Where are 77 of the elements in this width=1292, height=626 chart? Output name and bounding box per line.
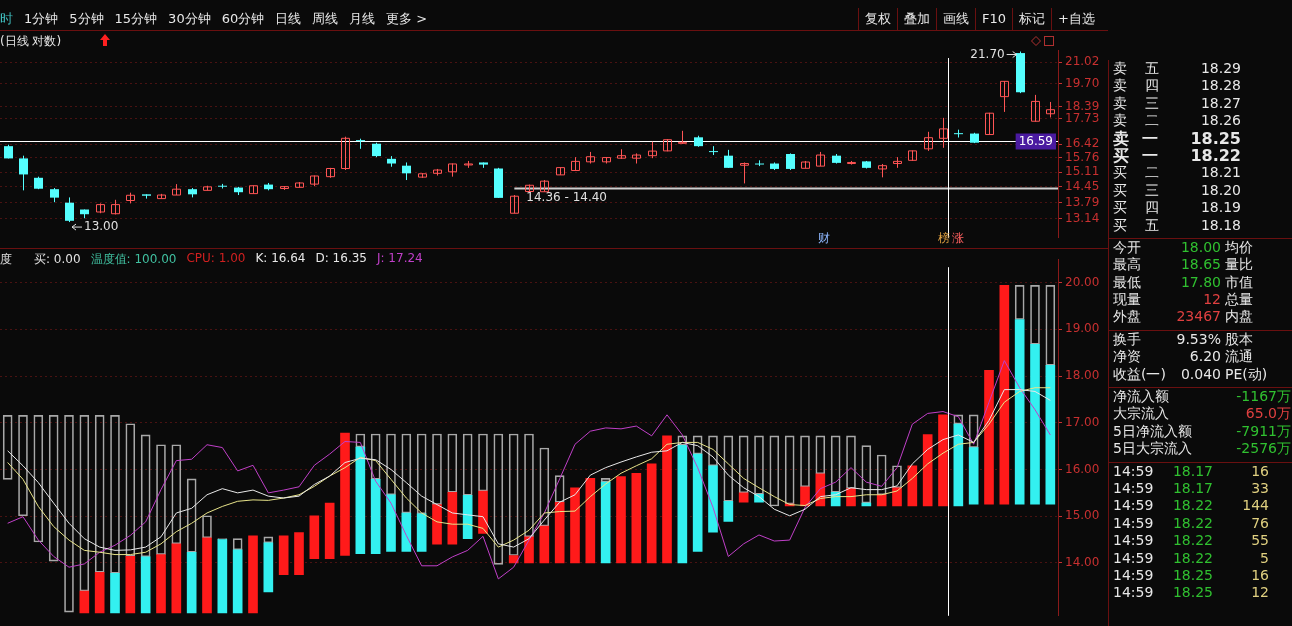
y-tick-label: 14.45 bbox=[1065, 179, 1100, 193]
text: 5日大宗流入 -2576万 bbox=[1113, 440, 1291, 457]
text: 60分钟 bbox=[221, 10, 265, 28]
text: 时 bbox=[0, 10, 13, 28]
text: 14:59 18.25 16 bbox=[1113, 566, 1269, 583]
text: 14:59 18.22 55 bbox=[1113, 532, 1269, 549]
y-tick-label: 17.00 bbox=[1065, 414, 1100, 429]
y-tick-label: 15.76 bbox=[1065, 150, 1100, 165]
band-label: 14.36 - 14.40 bbox=[526, 190, 608, 205]
text: 大宗流入 65.0万 bbox=[1113, 405, 1291, 422]
y-tick-label: 19.70 bbox=[1065, 75, 1100, 90]
text: 卖二 18.26 bbox=[1113, 112, 1241, 130]
ref-line-label: 16.59 bbox=[1018, 133, 1054, 148]
text: 买四 18.19 bbox=[1113, 199, 1241, 217]
text: 卖五 18.29 bbox=[1113, 60, 1241, 77]
text: 卖三 18.27 bbox=[1113, 94, 1241, 112]
text: 最高 18.65 量比 bbox=[1113, 256, 1253, 273]
text: 外盘 23467 内盘 bbox=[1113, 308, 1253, 325]
y-tick-label: 15.00 bbox=[1065, 508, 1100, 523]
y-tick-label: 17.73 bbox=[1065, 110, 1100, 125]
text: +自选 bbox=[1051, 8, 1101, 30]
text: 月线 bbox=[349, 10, 376, 28]
text: 14:59 18.17 33 bbox=[1113, 479, 1269, 496]
text: 标记 bbox=[1012, 8, 1052, 30]
text: 买二 18.21 bbox=[1113, 164, 1241, 182]
y-tick-label: 20.00 bbox=[1065, 274, 1100, 289]
text: 14:59 18.25 12 bbox=[1113, 584, 1269, 601]
text: F10 bbox=[975, 8, 1013, 30]
y-tick-label: 14.00 bbox=[1065, 555, 1100, 570]
text: 换手 9.53% 股本 bbox=[1113, 330, 1253, 347]
text: 5分钟 bbox=[69, 10, 104, 28]
text: 15分钟 bbox=[114, 10, 158, 28]
annotation: 13.00 bbox=[84, 219, 119, 234]
text: 最低 17.80 市值 bbox=[1113, 273, 1253, 290]
text: 日线 bbox=[275, 10, 302, 28]
text: 14:59 18.17 16 bbox=[1113, 462, 1269, 479]
text: 卖一 18.25 bbox=[1113, 128, 1241, 148]
text: 周线 bbox=[312, 10, 339, 28]
annotation: 买: 0.00 bbox=[34, 251, 81, 268]
annotation: 涨 bbox=[952, 230, 964, 247]
text: 净流入额 -1167万 bbox=[1113, 388, 1291, 405]
text: 更多 > bbox=[386, 10, 428, 28]
text: 买五 18.18 bbox=[1113, 216, 1241, 234]
text: 卖四 18.28 bbox=[1113, 77, 1241, 95]
annotation: D: 16.35 bbox=[315, 251, 367, 267]
text: 净资 6.20 流通 bbox=[1113, 348, 1253, 365]
text: 复权 bbox=[858, 8, 897, 30]
annotation: CPU: 1.00 bbox=[186, 251, 246, 267]
chart-title: (日线 对数) bbox=[0, 33, 62, 50]
y-tick-label: 18.00 bbox=[1065, 368, 1100, 383]
annotation: 榜 bbox=[938, 230, 950, 247]
text: 14:59 18.22 5 bbox=[1113, 549, 1269, 566]
annotation: 温度值: 100.00 bbox=[90, 251, 177, 268]
text: 叠加 bbox=[897, 8, 936, 30]
text: 30分钟 bbox=[168, 10, 211, 28]
y-tick-label: 15.11 bbox=[1065, 164, 1100, 179]
annotation: 度 bbox=[0, 251, 12, 268]
text: 收益(一) 0.040 PE(动) bbox=[1113, 365, 1268, 383]
annotation: K: 16.64 bbox=[255, 251, 306, 267]
text: 现量 12 总量 bbox=[1113, 291, 1253, 308]
annotation: 财 bbox=[818, 230, 830, 247]
y-tick-label: 19.00 bbox=[1065, 321, 1100, 336]
text: 14:59 18.22 144 bbox=[1113, 497, 1269, 514]
text: 今开 18.00 均价 bbox=[1113, 238, 1253, 255]
y-tick-label: 13.79 bbox=[1065, 194, 1100, 209]
annotation: J: 17.24 bbox=[376, 251, 423, 267]
y-tick-label: 16.00 bbox=[1065, 461, 1100, 476]
y-tick-label: 21.02 bbox=[1065, 54, 1100, 69]
annotation: 21.70 bbox=[970, 46, 1005, 61]
y-tick-label: 13.14 bbox=[1065, 210, 1100, 225]
text: 画线 bbox=[936, 8, 975, 30]
y-tick-label: 18.39 bbox=[1065, 98, 1100, 113]
text: 14:59 18.22 76 bbox=[1113, 514, 1269, 531]
text: 买三 18.20 bbox=[1113, 181, 1241, 199]
text: 1分钟 bbox=[24, 10, 59, 28]
y-tick-label: 16.42 bbox=[1065, 136, 1100, 151]
text: 5日净流入额 -7911万 bbox=[1113, 422, 1291, 439]
